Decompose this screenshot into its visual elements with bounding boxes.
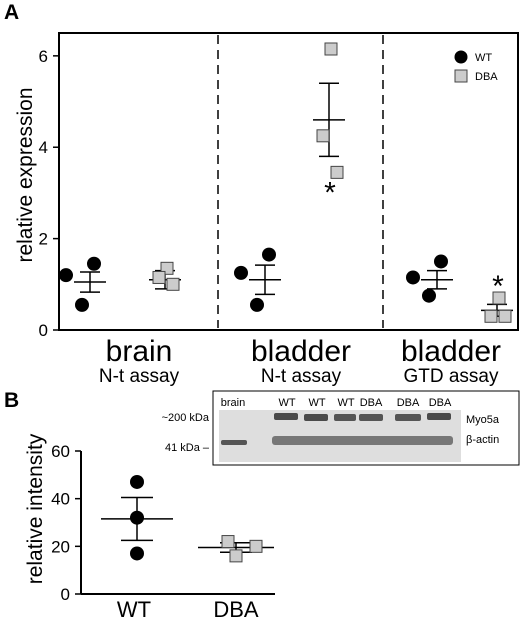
- data-point-dba: [221, 535, 235, 549]
- group-1-subtitle: N-t assay: [99, 366, 180, 387]
- legend-wt-marker: [454, 50, 468, 64]
- panel-b-xtick-dba: DBA: [213, 597, 259, 622]
- panel-b-label: B: [4, 389, 19, 412]
- panel-b-xtick-wt: WT: [117, 597, 151, 622]
- data-point-wt: [87, 256, 101, 271]
- legend-dba-label: DBA: [475, 71, 498, 83]
- blot-band-myo5a-wt2: [304, 414, 328, 421]
- legend-dba-marker: [454, 69, 468, 83]
- data-point-dba: [166, 277, 180, 291]
- blot-band-myo5a: Myo5a: [466, 414, 500, 426]
- data-point-dba: [498, 309, 512, 323]
- data-point-dba: [492, 291, 506, 305]
- blot-band-actin: β-actin: [466, 434, 499, 446]
- panel-a-label: A: [4, 1, 19, 24]
- data-point-wt: [130, 474, 144, 489]
- panel-a-ytick-label: 0: [39, 321, 48, 340]
- blot-lane-2: WT: [278, 397, 295, 409]
- panel-b-plot: [101, 474, 274, 563]
- blot-band-actin-row: [272, 436, 453, 445]
- data-point-wt: [406, 270, 420, 285]
- blot-band-myo5a-dba3: [427, 413, 451, 420]
- significance-star: *: [492, 270, 504, 303]
- data-point-wt: [75, 297, 89, 312]
- panel-a-frame: [58, 32, 519, 331]
- data-point-wt: [434, 254, 448, 269]
- data-point-wt: [250, 297, 264, 312]
- blot-lane-6: DBA: [397, 397, 420, 409]
- blot-marker-41kda: 41 kDa –: [165, 442, 210, 454]
- group-3-name: bladder: [401, 335, 501, 368]
- panel-a-yaxis: 0 2 4 6: [39, 47, 59, 340]
- data-point-dba: [152, 270, 166, 284]
- panel-b-ytick-label: 20: [51, 537, 70, 556]
- blot-marker-200kda: ~200 kDa: [162, 412, 210, 424]
- group-3-subtitle: GTD assay: [403, 366, 499, 387]
- data-point-dba: [229, 549, 243, 563]
- legend-wt-label: WT: [475, 52, 492, 64]
- data-point-wt: [59, 268, 73, 283]
- data-point-wt: [234, 265, 248, 280]
- group-2-subtitle: N-t assay: [261, 366, 342, 387]
- blot-lane-1: brain: [221, 397, 245, 409]
- significance-star: *: [324, 176, 336, 209]
- blot-band-myo5a-dba2: [395, 414, 421, 421]
- blot-lane-5: DBA: [360, 397, 383, 409]
- panel-b-ytick-label: 0: [61, 585, 70, 604]
- data-point-wt: [130, 510, 144, 525]
- blot-lane-7: DBA: [429, 397, 452, 409]
- data-point-dba: [484, 309, 498, 323]
- data-point-wt: [422, 288, 436, 303]
- blot-lane-3: WT: [308, 397, 325, 409]
- group-2-name: bladder: [251, 335, 351, 368]
- panel-b-ytick-label: 60: [51, 442, 70, 461]
- legend: WT DBA: [454, 50, 498, 83]
- panel-b-ylabel: relative intensity: [24, 433, 47, 584]
- panel-a-plot: **: [59, 42, 513, 323]
- blot-lane-4: WT: [337, 397, 354, 409]
- data-point-dba: [249, 539, 263, 553]
- data-point-dba: [316, 129, 330, 143]
- data-point-dba: [324, 42, 338, 56]
- panel-b-ytick-label: 40: [51, 490, 70, 509]
- western-blot: brain WT WT WT DBA DBA DBA ~200 kDa 41 k…: [162, 390, 520, 466]
- panel-a-ytick-label: 4: [39, 138, 48, 157]
- group-1-name: brain: [106, 335, 173, 368]
- data-point-dba: [330, 165, 344, 179]
- data-point-wt: [130, 546, 144, 561]
- panel-a-ytick-label: 6: [39, 47, 48, 66]
- blot-band-myo5a-wt3: [334, 414, 356, 421]
- data-point-wt: [262, 247, 276, 262]
- blot-band-myo5a-wt1: [274, 413, 298, 420]
- panel-a-ylabel: relative expression: [14, 87, 37, 262]
- panel-b-yaxis: 0 20 40 60: [51, 442, 81, 604]
- panel-a-ytick-label: 2: [39, 230, 48, 249]
- blot-band-brain-actin: [221, 440, 247, 445]
- blot-band-myo5a-dba1: [359, 414, 383, 421]
